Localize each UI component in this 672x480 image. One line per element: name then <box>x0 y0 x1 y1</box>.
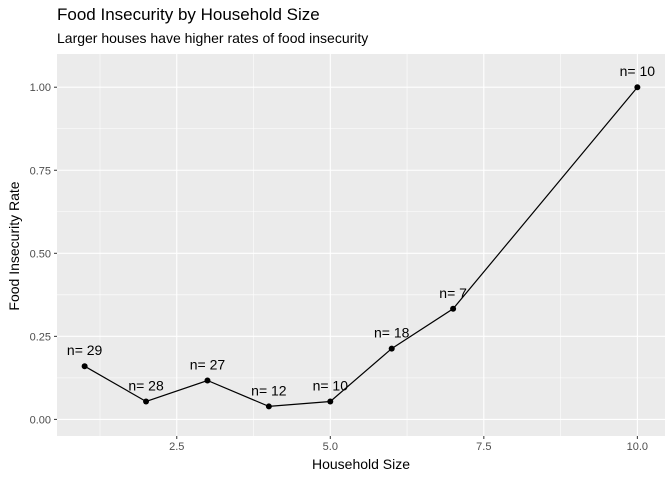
data-point <box>327 398 334 405</box>
y-axis-title: Food Insecurity Rate <box>6 181 22 310</box>
data-point <box>450 305 457 312</box>
y-tick-label: 0.75 <box>30 165 51 177</box>
data-point <box>388 345 395 352</box>
data-label: n= 28 <box>128 377 164 393</box>
chart-subtitle: Larger houses have higher rates of food … <box>57 30 368 46</box>
data-label: n= 10 <box>313 377 349 393</box>
chart-title: Food Insecurity by Household Size <box>57 5 320 24</box>
data-label: n= 18 <box>374 325 410 341</box>
data-label: n= 7 <box>439 285 467 301</box>
data-label: n= 12 <box>251 382 287 398</box>
data-label: n= 27 <box>190 357 226 373</box>
x-tick-label: 2.5 <box>169 441 184 453</box>
y-tick-label: 0.25 <box>30 331 51 343</box>
y-axis: 0.00 0.25 0.50 0.75 1.00 <box>30 82 57 426</box>
data-point <box>634 84 641 91</box>
x-tick-label: 5.0 <box>323 441 338 453</box>
y-tick-label: 1.00 <box>30 82 51 94</box>
x-tick-label: 10.0 <box>627 441 648 453</box>
major-gridlines <box>57 54 665 436</box>
x-axis-title: Household Size <box>312 456 410 472</box>
data-point <box>143 398 150 405</box>
y-tick-label: 0.00 <box>30 414 51 426</box>
data-labels: n= 29 n= 28 n= 27 n= 12 n= 10 n= 18 n= 7 n= 10 <box>67 63 655 398</box>
data-point <box>265 403 272 410</box>
plot-panel <box>57 54 665 436</box>
data-label: n= 29 <box>67 342 103 358</box>
x-axis: 2.5 5.0 7.5 10.0 <box>169 436 648 453</box>
minor-gridlines <box>57 54 665 436</box>
series-line <box>84 86 638 408</box>
data-points <box>81 84 641 410</box>
data-point <box>204 377 211 384</box>
x-tick-label: 7.5 <box>476 441 491 453</box>
data-label: n= 10 <box>620 63 656 79</box>
y-tick-label: 0.50 <box>30 248 51 260</box>
data-point <box>81 363 88 370</box>
